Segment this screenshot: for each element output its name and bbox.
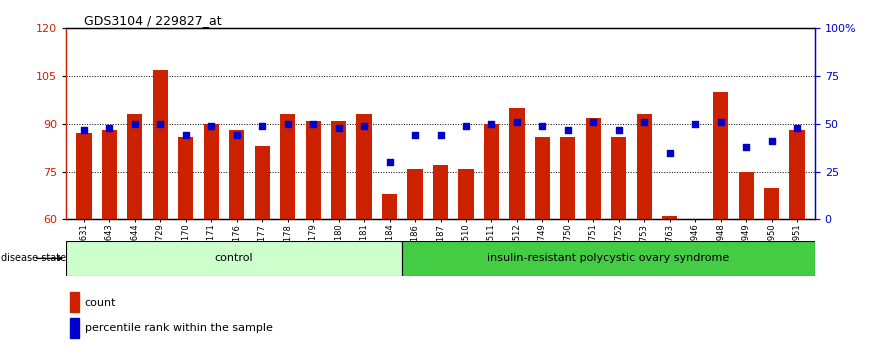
Bar [407, 169, 423, 219]
Bar [586, 118, 601, 219]
Point [790, 125, 804, 131]
Bar [70, 318, 79, 338]
Bar [66, 241, 402, 276]
Point [739, 144, 753, 150]
Bar [357, 114, 372, 219]
Bar [331, 121, 346, 219]
Bar [127, 114, 143, 219]
Text: GDS3104 / 229827_at: GDS3104 / 229827_at [84, 14, 221, 27]
Point [510, 119, 524, 125]
Point [561, 127, 575, 132]
Point [663, 150, 677, 155]
Bar [764, 188, 780, 219]
Bar [433, 165, 448, 219]
Point [230, 132, 244, 138]
Bar [229, 130, 244, 219]
Bar [560, 137, 575, 219]
Bar [402, 241, 815, 276]
Bar [306, 121, 321, 219]
Bar [637, 114, 652, 219]
Text: percentile rank within the sample: percentile rank within the sample [85, 323, 273, 333]
Bar [101, 130, 117, 219]
Point [611, 127, 626, 132]
Bar [611, 137, 626, 219]
Bar [509, 108, 524, 219]
Point [306, 121, 320, 127]
Bar [70, 292, 79, 312]
Point [179, 132, 193, 138]
Bar [204, 124, 218, 219]
Point [331, 125, 345, 131]
Bar [77, 133, 92, 219]
Point [255, 123, 270, 129]
Bar [789, 130, 804, 219]
Bar [663, 216, 677, 219]
Bar [535, 137, 550, 219]
Bar [152, 70, 168, 219]
Bar [484, 124, 499, 219]
Point [765, 138, 779, 144]
Point [382, 159, 396, 165]
Bar [382, 194, 397, 219]
Text: count: count [85, 298, 116, 308]
Text: insulin-resistant polycystic ovary syndrome: insulin-resistant polycystic ovary syndr… [487, 253, 729, 263]
Point [459, 123, 473, 129]
Bar [255, 146, 270, 219]
Point [433, 132, 448, 138]
Bar [178, 137, 194, 219]
Point [281, 121, 295, 127]
Point [128, 121, 142, 127]
Point [204, 123, 218, 129]
Bar [458, 169, 474, 219]
Bar [738, 172, 754, 219]
Point [688, 121, 702, 127]
Point [485, 121, 499, 127]
Point [102, 125, 116, 131]
Bar [713, 92, 729, 219]
Point [408, 132, 422, 138]
Point [714, 119, 728, 125]
Point [536, 123, 550, 129]
Point [357, 123, 371, 129]
Text: control: control [215, 253, 253, 263]
Point [77, 127, 91, 132]
Point [637, 119, 651, 125]
Bar [280, 114, 295, 219]
Point [586, 119, 600, 125]
Point [153, 121, 167, 127]
Text: disease state: disease state [2, 253, 66, 263]
